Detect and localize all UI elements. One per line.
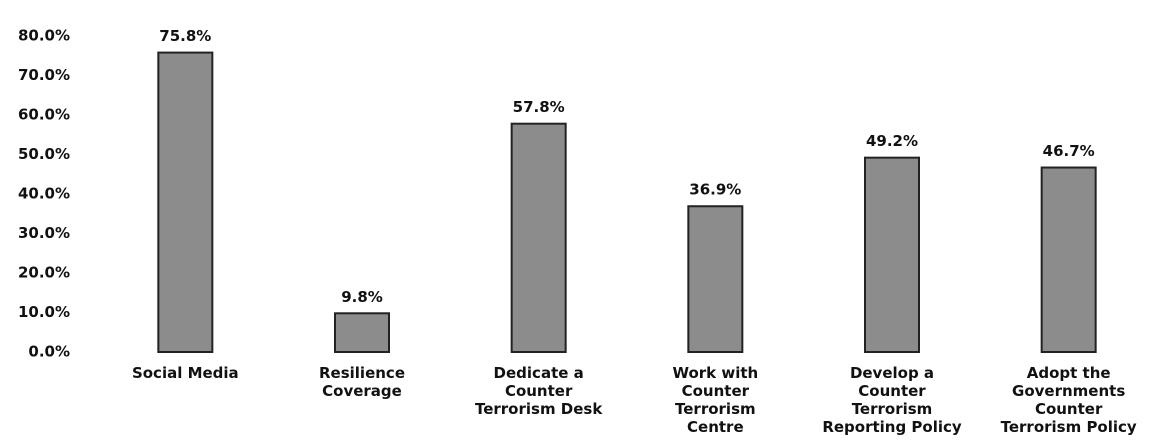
y-tick-label: 60.0%: [18, 106, 70, 124]
y-tick-label: 30.0%: [18, 224, 70, 242]
bar: [157, 51, 214, 354]
y-tick-label: 70.0%: [18, 66, 70, 84]
value-label: 75.8%: [159, 27, 211, 45]
value-label: 46.7%: [1043, 142, 1095, 160]
bar: [864, 156, 920, 353]
y-tick-label: 20.0%: [18, 264, 70, 282]
bar: [334, 312, 390, 354]
x-tick-label: Work with Counter Terrorism Centre: [672, 364, 759, 436]
x-tick-label: Dedicate a Counter Terrorism Desk: [474, 364, 603, 418]
bar: [510, 122, 567, 353]
y-tick-label: 50.0%: [18, 145, 70, 163]
value-label: 49.2%: [866, 132, 918, 150]
value-label: 9.8%: [341, 288, 383, 306]
y-tick-label: 0.0%: [28, 343, 70, 361]
value-label: 36.9%: [689, 181, 741, 199]
bar: [687, 205, 744, 353]
x-tick-label: Resilience Coverage: [319, 364, 405, 400]
x-tick-label: Develop a Counter Terrorism Reporting Po…: [822, 364, 962, 436]
y-tick-label: 40.0%: [18, 185, 70, 203]
bar: [1040, 166, 1097, 353]
y-tick-label: 80.0%: [18, 27, 70, 45]
y-tick-label: 10.0%: [18, 303, 70, 321]
x-tick-label: Social Media: [131, 364, 239, 382]
value-label: 57.8%: [513, 98, 565, 116]
x-tick-label: Adopt the Governments Counter Terrorism …: [1000, 364, 1137, 436]
